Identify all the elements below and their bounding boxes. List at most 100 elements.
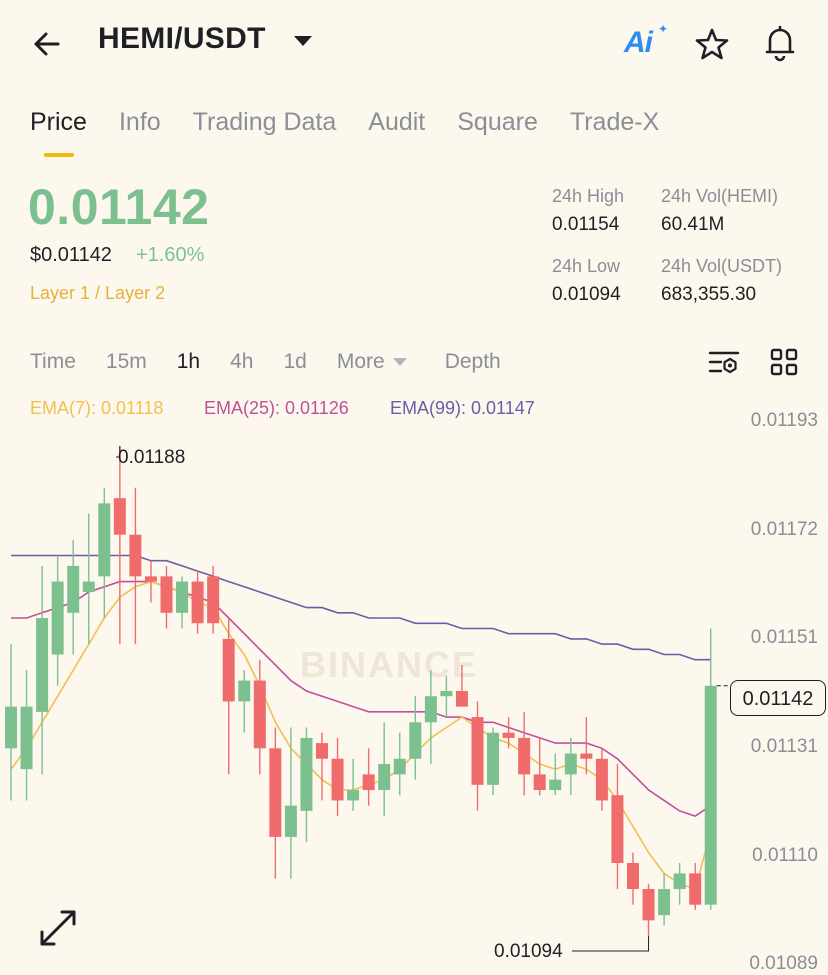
tab-trade-x[interactable]: Trade-X [569,108,660,136]
y-tick-label: 0.01172 [750,519,818,540]
candle-down [502,732,515,738]
candle-up [36,618,49,712]
candle-up [409,722,422,759]
main-tabs: Price Info Trading Data Audit Square Tra… [30,108,691,137]
interval-more[interactable]: More [337,350,407,374]
candle-up [673,873,686,890]
candle-down [207,576,220,624]
vol-base-value: 60.41M [661,214,725,235]
chevron-down-icon [392,358,407,367]
candle-up [51,581,64,655]
high-value: 0.01154 [552,214,620,235]
interval-time[interactable]: Time [30,350,76,373]
candle-up [424,696,437,723]
candle-up [284,805,297,837]
tab-audit[interactable]: Audit [368,108,426,136]
y-tick-label: 0.01089 [749,953,818,974]
interval-1h[interactable]: 1h [176,350,201,373]
ema7-line [10,580,712,891]
interval-15m[interactable]: 15m [105,350,147,373]
candle-up [704,685,717,905]
candle-up [300,737,313,811]
ema25-legend: EMA(25): 0.01126 [204,398,349,418]
candle-up [238,680,251,702]
ai-icon[interactable]: Ai [624,26,653,59]
price-change: +1.60% [136,244,205,266]
candle-down [518,737,531,775]
candle-down [471,717,484,785]
candle-down [595,758,608,801]
expand-icon[interactable] [38,908,78,948]
depth-tab[interactable]: Depth [444,350,501,373]
candle-up [378,763,391,791]
current-price-label: 0.01142 [730,680,826,716]
interval-1d[interactable]: 1d [283,350,307,373]
candle-up [549,779,562,791]
dropdown-caret-icon[interactable] [294,36,312,46]
tab-trading-data[interactable]: Trading Data [192,108,337,136]
tab-price[interactable]: Price [30,108,87,136]
candle-down [160,576,173,613]
high-marker-label: 0.01188 [118,447,186,468]
interval-selector: Time 15m 1h 4h 1d More Depth [30,350,531,374]
candle-down [533,774,546,791]
candlestick-chart[interactable] [0,430,828,974]
star-icon[interactable] [694,26,730,62]
ema25-line [11,580,712,817]
candle-up [176,581,189,613]
candle-up [393,758,406,775]
last-price: 0.01142 [28,179,210,235]
bell-icon[interactable] [762,24,798,62]
candle-up [347,790,360,801]
vol-quote-value: 683,355.30 [661,284,757,305]
candle-down [455,691,468,707]
high-label: 24h High [552,186,625,206]
ema99-line [11,554,711,661]
candle-down [362,774,375,791]
usd-price: $0.01142 [30,244,112,266]
active-tab-indicator [44,153,74,157]
tab-info[interactable]: Info [118,108,161,136]
candle-down [222,638,235,702]
indicator-settings-icon[interactable] [708,348,740,378]
candle-down [144,576,157,582]
layout-grid-icon[interactable] [770,348,798,376]
candle-down [331,758,344,801]
ema7-legend: EMA(7): 0.01118 [30,398,164,418]
low-value: 0.01094 [552,284,621,305]
candle-up [658,889,671,916]
candle-up [20,706,33,770]
y-tick-label: 0.01110 [752,845,818,866]
candle-down [642,889,655,921]
y-tick-label: 0.01151 [750,627,818,648]
ema99-legend: EMA(99): 0.01147 [390,398,535,418]
candle-up [5,706,17,749]
candle-down [689,873,702,905]
candle-down [316,743,328,759]
interval-4h[interactable]: 4h [230,350,254,373]
y-tick-label: 0.01193 [750,410,818,431]
candle-up [98,503,111,577]
candle-up [487,732,500,785]
candle-up [67,565,80,613]
candle-down [580,753,593,759]
candle-down [253,680,266,749]
y-tick-label: 0.01131 [750,736,818,757]
tab-square[interactable]: Square [457,108,538,136]
trading-pair-title[interactable]: HEMI/USDT [98,22,266,55]
candle-down [113,498,126,535]
low-marker-label: 0.01094 [494,941,563,962]
high-marker-line [116,446,121,458]
vol-base-label: 24h Vol(HEMI) [661,186,779,206]
low-marker-line [572,935,650,952]
candle-up [440,691,453,697]
ai-sparkle-icon: ✦ [658,22,669,36]
candle-down [611,795,624,863]
interval-more-label: More [336,350,385,373]
vol-quote-label: 24h Vol(USDT) [661,256,783,276]
candle-up [82,581,95,592]
candle-down [129,534,142,577]
back-arrow-icon[interactable] [28,24,68,64]
category-tags[interactable]: Layer 1 / Layer 2 [30,283,166,303]
candle-down [269,748,282,837]
